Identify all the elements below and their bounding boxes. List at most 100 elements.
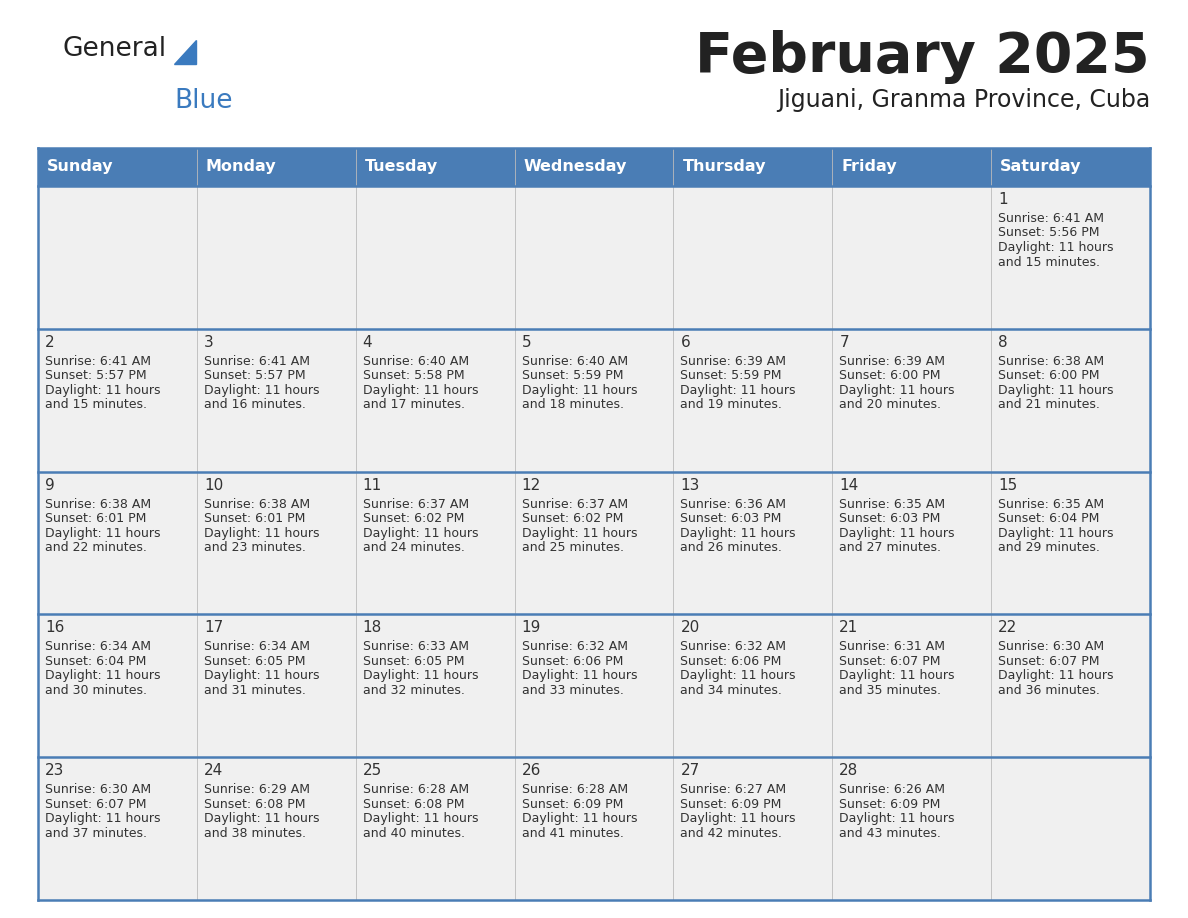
- Text: Sunset: 6:05 PM: Sunset: 6:05 PM: [362, 655, 465, 668]
- Text: Sunset: 6:02 PM: Sunset: 6:02 PM: [522, 512, 623, 525]
- Text: Sunset: 6:06 PM: Sunset: 6:06 PM: [681, 655, 782, 668]
- Text: and 41 minutes.: and 41 minutes.: [522, 827, 624, 840]
- Text: 25: 25: [362, 763, 383, 778]
- Text: Sunset: 6:05 PM: Sunset: 6:05 PM: [204, 655, 305, 668]
- Text: 23: 23: [45, 763, 64, 778]
- Text: Sunrise: 6:35 AM: Sunrise: 6:35 AM: [998, 498, 1105, 510]
- Text: February 2025: February 2025: [695, 30, 1150, 84]
- Bar: [38, 148, 197, 186]
- Text: Daylight: 11 hours: Daylight: 11 hours: [839, 669, 955, 682]
- Text: Daylight: 11 hours: Daylight: 11 hours: [204, 669, 320, 682]
- Text: 3: 3: [204, 335, 214, 350]
- Text: 17: 17: [204, 621, 223, 635]
- Text: Sunrise: 6:41 AM: Sunrise: 6:41 AM: [45, 354, 151, 368]
- Text: Daylight: 11 hours: Daylight: 11 hours: [998, 384, 1113, 397]
- Text: 28: 28: [839, 763, 859, 778]
- Text: and 40 minutes.: and 40 minutes.: [362, 827, 465, 840]
- Text: Daylight: 11 hours: Daylight: 11 hours: [45, 812, 160, 825]
- Bar: [197, 148, 355, 186]
- Text: 18: 18: [362, 621, 383, 635]
- Text: Daylight: 11 hours: Daylight: 11 hours: [204, 384, 320, 397]
- Text: Daylight: 11 hours: Daylight: 11 hours: [362, 669, 479, 682]
- Text: 10: 10: [204, 477, 223, 493]
- Text: and 35 minutes.: and 35 minutes.: [839, 684, 941, 697]
- Text: Monday: Monday: [206, 160, 277, 174]
- Text: Daylight: 11 hours: Daylight: 11 hours: [45, 669, 160, 682]
- Text: 16: 16: [45, 621, 64, 635]
- Text: Tuesday: Tuesday: [365, 160, 438, 174]
- Text: and 20 minutes.: and 20 minutes.: [839, 398, 941, 411]
- Text: Sunrise: 6:41 AM: Sunrise: 6:41 AM: [998, 212, 1104, 225]
- Text: General: General: [62, 36, 166, 62]
- Text: and 16 minutes.: and 16 minutes.: [204, 398, 305, 411]
- Text: Sunset: 6:07 PM: Sunset: 6:07 PM: [45, 798, 146, 811]
- Text: and 34 minutes.: and 34 minutes.: [681, 684, 783, 697]
- Text: Sunrise: 6:39 AM: Sunrise: 6:39 AM: [681, 354, 786, 368]
- Text: Daylight: 11 hours: Daylight: 11 hours: [522, 384, 637, 397]
- Text: 12: 12: [522, 477, 541, 493]
- Text: and 32 minutes.: and 32 minutes.: [362, 684, 465, 697]
- Bar: [38, 757, 1150, 900]
- Text: Sunrise: 6:38 AM: Sunrise: 6:38 AM: [204, 498, 310, 510]
- Text: Sunset: 6:06 PM: Sunset: 6:06 PM: [522, 655, 623, 668]
- Text: Sunset: 5:57 PM: Sunset: 5:57 PM: [204, 369, 305, 382]
- Text: Sunset: 6:08 PM: Sunset: 6:08 PM: [362, 798, 465, 811]
- Text: Wednesday: Wednesday: [524, 160, 627, 174]
- Bar: [38, 186, 1150, 329]
- Text: Sunrise: 6:26 AM: Sunrise: 6:26 AM: [839, 783, 946, 796]
- Text: Daylight: 11 hours: Daylight: 11 hours: [839, 812, 955, 825]
- Text: Sunset: 5:59 PM: Sunset: 5:59 PM: [681, 369, 782, 382]
- Text: Sunrise: 6:29 AM: Sunrise: 6:29 AM: [204, 783, 310, 796]
- Text: and 25 minutes.: and 25 minutes.: [522, 541, 624, 554]
- Text: Sunset: 6:00 PM: Sunset: 6:00 PM: [998, 369, 1100, 382]
- Text: Sunset: 6:09 PM: Sunset: 6:09 PM: [522, 798, 623, 811]
- Text: 19: 19: [522, 621, 541, 635]
- Text: Sunset: 6:00 PM: Sunset: 6:00 PM: [839, 369, 941, 382]
- Text: Sunrise: 6:36 AM: Sunrise: 6:36 AM: [681, 498, 786, 510]
- Text: Sunrise: 6:27 AM: Sunrise: 6:27 AM: [681, 783, 786, 796]
- Bar: [833, 148, 991, 186]
- Bar: [674, 148, 833, 186]
- Text: and 38 minutes.: and 38 minutes.: [204, 827, 305, 840]
- Text: 15: 15: [998, 477, 1017, 493]
- Bar: [355, 148, 514, 186]
- Text: Daylight: 11 hours: Daylight: 11 hours: [998, 669, 1113, 682]
- Text: Daylight: 11 hours: Daylight: 11 hours: [681, 384, 796, 397]
- Text: Daylight: 11 hours: Daylight: 11 hours: [362, 384, 479, 397]
- Text: Daylight: 11 hours: Daylight: 11 hours: [522, 527, 637, 540]
- Text: Sunrise: 6:38 AM: Sunrise: 6:38 AM: [45, 498, 151, 510]
- Text: 7: 7: [839, 335, 849, 350]
- Text: Sunrise: 6:28 AM: Sunrise: 6:28 AM: [362, 783, 469, 796]
- Bar: [38, 472, 1150, 614]
- Text: Sunset: 5:59 PM: Sunset: 5:59 PM: [522, 369, 623, 382]
- Text: Sunset: 6:03 PM: Sunset: 6:03 PM: [681, 512, 782, 525]
- Text: Daylight: 11 hours: Daylight: 11 hours: [362, 812, 479, 825]
- Text: and 29 minutes.: and 29 minutes.: [998, 541, 1100, 554]
- Text: Sunrise: 6:35 AM: Sunrise: 6:35 AM: [839, 498, 946, 510]
- Text: 9: 9: [45, 477, 55, 493]
- Text: Sunrise: 6:40 AM: Sunrise: 6:40 AM: [522, 354, 627, 368]
- Text: Sunset: 6:09 PM: Sunset: 6:09 PM: [839, 798, 941, 811]
- Text: Sunrise: 6:30 AM: Sunrise: 6:30 AM: [45, 783, 151, 796]
- Text: 21: 21: [839, 621, 859, 635]
- Text: Daylight: 11 hours: Daylight: 11 hours: [204, 527, 320, 540]
- Bar: [38, 614, 1150, 757]
- Text: Daylight: 11 hours: Daylight: 11 hours: [839, 527, 955, 540]
- Text: Saturday: Saturday: [1000, 160, 1081, 174]
- Text: and 17 minutes.: and 17 minutes.: [362, 398, 465, 411]
- Text: Sunrise: 6:37 AM: Sunrise: 6:37 AM: [522, 498, 627, 510]
- Text: 4: 4: [362, 335, 372, 350]
- Text: Sunset: 6:04 PM: Sunset: 6:04 PM: [998, 512, 1100, 525]
- Text: Jiguani, Granma Province, Cuba: Jiguani, Granma Province, Cuba: [777, 88, 1150, 112]
- Text: 1: 1: [998, 192, 1007, 207]
- Text: and 26 minutes.: and 26 minutes.: [681, 541, 783, 554]
- Text: Sunrise: 6:34 AM: Sunrise: 6:34 AM: [204, 641, 310, 654]
- Text: and 43 minutes.: and 43 minutes.: [839, 827, 941, 840]
- Bar: [991, 148, 1150, 186]
- Text: Daylight: 11 hours: Daylight: 11 hours: [998, 527, 1113, 540]
- Text: Sunset: 5:57 PM: Sunset: 5:57 PM: [45, 369, 146, 382]
- Text: 22: 22: [998, 621, 1017, 635]
- Text: 5: 5: [522, 335, 531, 350]
- Text: Sunset: 6:08 PM: Sunset: 6:08 PM: [204, 798, 305, 811]
- Text: 20: 20: [681, 621, 700, 635]
